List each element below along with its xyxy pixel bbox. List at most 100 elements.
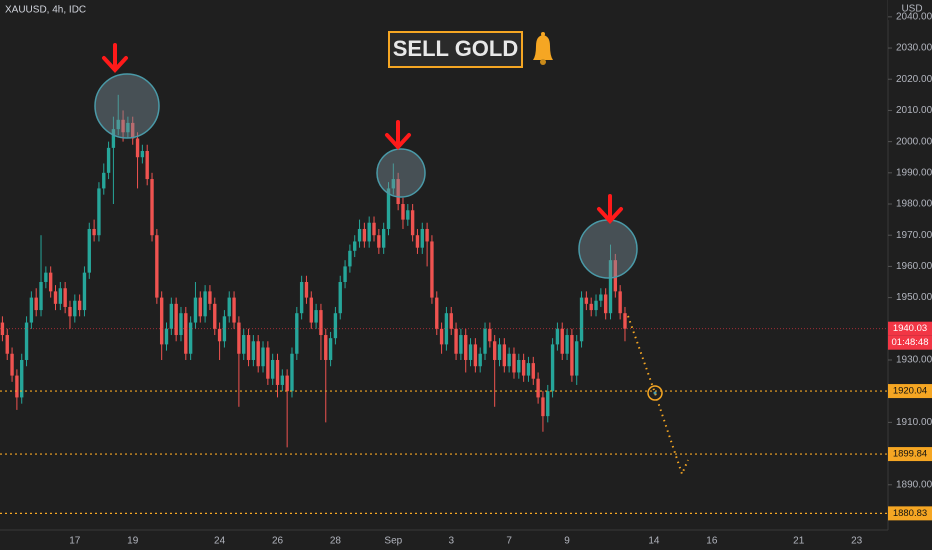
candle-body bbox=[319, 310, 323, 336]
candle-body bbox=[290, 353, 294, 392]
candle-body bbox=[560, 328, 564, 354]
candle-body bbox=[603, 294, 608, 314]
candle-body bbox=[208, 291, 212, 304]
candle-body bbox=[512, 353, 516, 373]
candle-body bbox=[232, 297, 236, 323]
y-tick-label: 1910.00 bbox=[896, 417, 932, 428]
candle-body bbox=[381, 228, 386, 248]
candle-body bbox=[367, 222, 371, 242]
candle-body bbox=[63, 288, 67, 307]
candle-body bbox=[377, 235, 381, 248]
candle-body bbox=[478, 353, 482, 367]
candle-body bbox=[116, 119, 120, 130]
candle-body bbox=[328, 338, 333, 360]
candle-body bbox=[10, 353, 14, 376]
arrow bbox=[385, 120, 411, 150]
candle-body bbox=[531, 363, 535, 379]
candle-body bbox=[454, 328, 458, 354]
candle-body bbox=[140, 150, 145, 158]
candle-body bbox=[541, 397, 545, 417]
candle-body bbox=[73, 300, 77, 317]
candle-body bbox=[270, 359, 275, 379]
candle-body bbox=[420, 228, 424, 248]
candle-body bbox=[5, 335, 9, 354]
candle-body bbox=[184, 313, 188, 354]
x-tick-label: 3 bbox=[448, 536, 454, 547]
candle-body bbox=[483, 328, 487, 354]
candle-body bbox=[20, 359, 24, 398]
candle-body bbox=[608, 260, 613, 314]
arrow bbox=[597, 194, 623, 224]
x-tick-label: 19 bbox=[127, 536, 139, 547]
candle-body bbox=[425, 228, 429, 242]
candle-body bbox=[217, 328, 222, 342]
candle-body bbox=[164, 328, 169, 345]
candle-body bbox=[497, 344, 502, 360]
price-label-bg bbox=[888, 506, 932, 521]
target-dot bbox=[653, 391, 657, 395]
countdown-bg bbox=[888, 335, 932, 350]
price-label-bg bbox=[888, 384, 932, 399]
x-tick-label: Sep bbox=[384, 536, 402, 547]
candle-body bbox=[24, 322, 29, 360]
candle-body bbox=[159, 297, 164, 345]
y-tick-label: 1980.00 bbox=[896, 199, 932, 210]
candle-body bbox=[594, 300, 598, 311]
candle-body bbox=[121, 119, 125, 133]
candle-body bbox=[324, 335, 328, 360]
candle-body bbox=[546, 391, 550, 417]
annotation-box bbox=[388, 31, 523, 68]
candle-body bbox=[246, 335, 251, 360]
candle-body bbox=[492, 341, 497, 360]
candle-body bbox=[309, 297, 313, 323]
x-tick-label: 24 bbox=[214, 536, 226, 547]
candle-body bbox=[44, 272, 48, 283]
candle-body bbox=[575, 341, 579, 376]
candle-body bbox=[584, 297, 589, 304]
candle-body bbox=[131, 122, 135, 139]
countdown: 01:48:48 bbox=[892, 337, 929, 348]
candle-body bbox=[304, 282, 309, 298]
currency-bg bbox=[888, 0, 932, 20]
candle-body bbox=[550, 344, 555, 392]
candle-body bbox=[464, 335, 468, 360]
candle-body bbox=[439, 328, 444, 345]
arrow bbox=[102, 43, 128, 73]
currency: USD bbox=[901, 4, 922, 15]
candle-body bbox=[256, 341, 260, 367]
candle-body bbox=[150, 179, 154, 236]
candle-body bbox=[135, 138, 140, 158]
candle-body bbox=[613, 260, 618, 292]
candle-body bbox=[227, 297, 231, 317]
candle-body bbox=[29, 297, 34, 323]
price-label: 1920.04 bbox=[893, 386, 927, 397]
bell-icon bbox=[533, 32, 553, 65]
candle-body bbox=[401, 204, 405, 220]
candle-body bbox=[222, 316, 227, 342]
candle-body bbox=[53, 291, 58, 304]
x-tick-label: 21 bbox=[793, 536, 805, 547]
candle-body bbox=[97, 188, 101, 236]
candle-body bbox=[48, 272, 53, 292]
candle-body bbox=[386, 188, 391, 229]
candle-body bbox=[430, 241, 434, 298]
candle-body bbox=[357, 228, 362, 242]
candle-body bbox=[396, 179, 400, 205]
candle-body bbox=[372, 222, 376, 236]
candle-body bbox=[295, 313, 299, 354]
annotation: SELL GOLD bbox=[393, 36, 519, 61]
candle-body bbox=[348, 250, 352, 267]
chart-title: XAUUSD, 4h, IDC bbox=[5, 5, 86, 16]
candle-body bbox=[338, 282, 342, 314]
candle-body bbox=[333, 313, 338, 339]
top-circle bbox=[578, 219, 638, 279]
candle-body bbox=[599, 294, 603, 301]
top-circle bbox=[376, 148, 426, 198]
candle-body bbox=[280, 375, 285, 385]
target-circle bbox=[647, 385, 663, 401]
candle-body bbox=[77, 300, 82, 311]
y-tick-label: 2000.00 bbox=[896, 136, 932, 147]
candle-body bbox=[179, 313, 183, 336]
x-tick-label: 17 bbox=[69, 536, 81, 547]
candle-body bbox=[488, 328, 492, 342]
